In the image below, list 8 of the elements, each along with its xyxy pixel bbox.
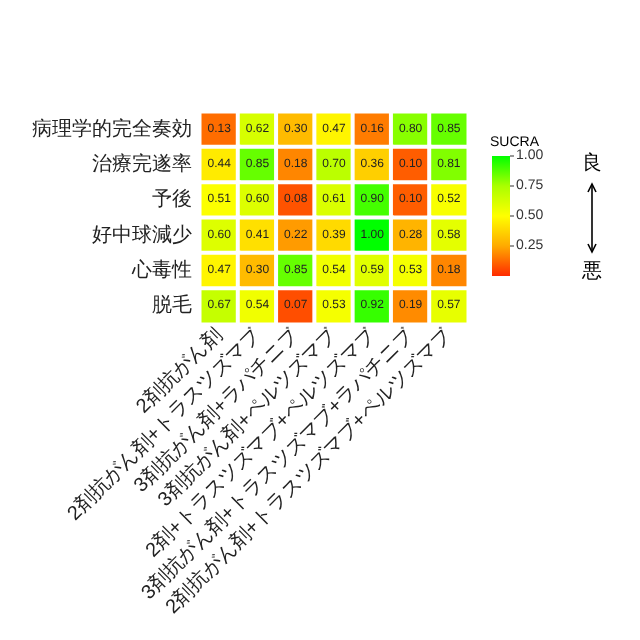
y-tick-label: 予後 (152, 187, 192, 212)
y-tick-label: 好中球減少 (92, 222, 192, 247)
text: 良 (582, 151, 602, 175)
y-tick-label: 治療完遂率 (92, 152, 192, 176)
y-tick-label: 脱毛 (152, 293, 192, 318)
y-tick-label: 病理学的完全奏効 (32, 116, 192, 141)
text: 悪 (580, 261, 602, 283)
y-tick-label: 心毒性 (130, 258, 192, 282)
